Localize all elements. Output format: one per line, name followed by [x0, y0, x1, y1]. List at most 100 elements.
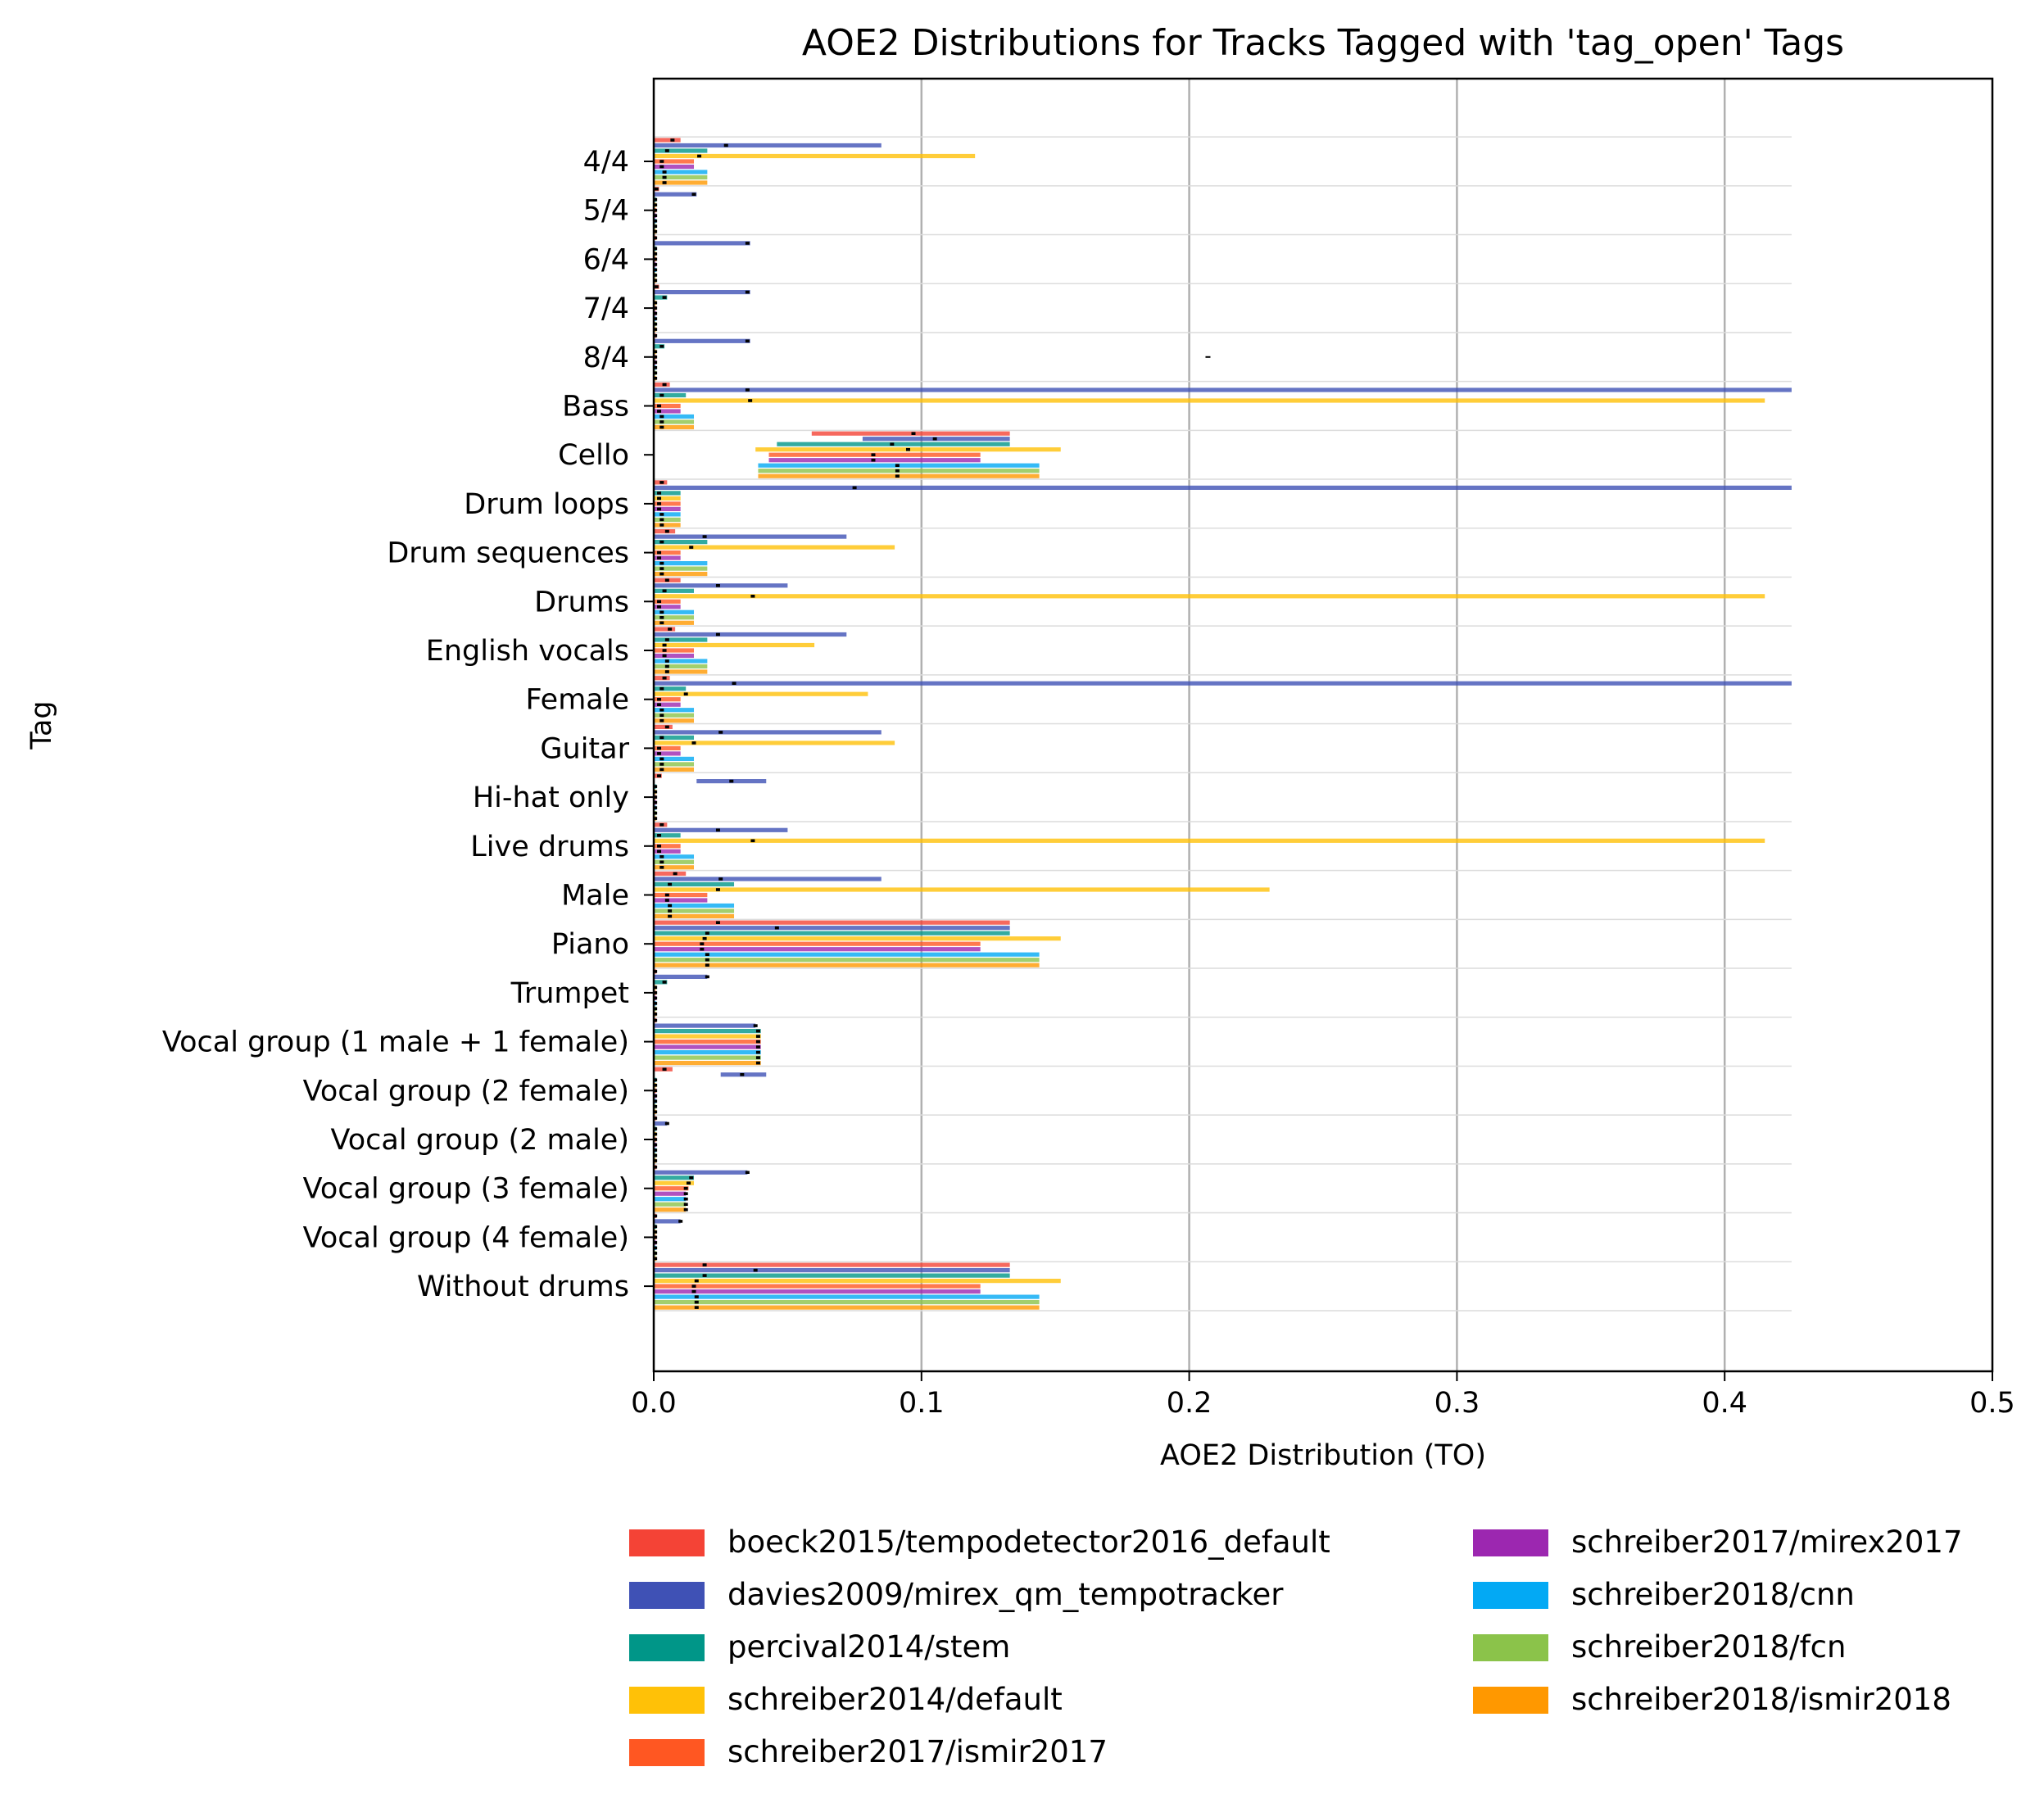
median-marker	[653, 306, 658, 310]
median-marker	[653, 1127, 658, 1130]
median-marker	[691, 741, 696, 745]
violin-bar	[654, 534, 847, 539]
median-marker	[715, 584, 720, 587]
median-marker	[657, 404, 662, 408]
median-marker	[702, 535, 707, 538]
legend-swatch	[1473, 1687, 1548, 1714]
median-marker	[890, 442, 895, 446]
median-marker	[662, 170, 667, 174]
violin-bar	[654, 1050, 761, 1055]
violin-bar	[654, 1029, 761, 1034]
violin-bar	[654, 529, 676, 534]
median-marker	[659, 823, 664, 827]
plot-frame	[652, 77, 1994, 1373]
median-marker	[653, 1132, 658, 1136]
y-tick-label: 4/4	[583, 146, 629, 179]
violin-bar	[654, 762, 695, 767]
legend-swatch	[629, 1739, 705, 1766]
legend-label: schreiber2018/ismir2018	[1571, 1682, 1951, 1717]
violin-bar	[654, 1294, 1040, 1299]
y-tick-label: Vocal group (3 female)	[303, 1173, 629, 1206]
violin-bar	[654, 669, 708, 674]
median-marker	[653, 263, 658, 266]
median-marker	[653, 257, 658, 261]
y-tick-label: Without drums	[417, 1271, 629, 1303]
violin-bar	[654, 599, 681, 604]
violin-bar	[654, 708, 695, 713]
violin-bar	[654, 735, 695, 740]
legend-label: boeck2015/tempodetector2016_default	[727, 1524, 1330, 1560]
legend-label: percival2014/stem	[727, 1629, 1010, 1665]
median-marker	[895, 464, 900, 467]
median-marker	[683, 692, 688, 695]
y-tick-label: Drums	[534, 586, 629, 618]
violin-bar	[654, 676, 670, 681]
violin-bar	[654, 501, 681, 506]
median-marker	[659, 572, 664, 576]
legend-swatch	[629, 1529, 705, 1556]
median-marker	[932, 437, 937, 441]
violin-bar	[654, 512, 681, 517]
median-marker	[653, 311, 658, 315]
violin-bar	[654, 627, 676, 632]
median-marker	[653, 274, 658, 277]
median-marker	[705, 953, 709, 956]
legend-label: schreiber2014/default	[727, 1682, 1063, 1717]
y-tick-label: Trumpet	[510, 977, 629, 1010]
median-marker	[659, 561, 664, 565]
median-marker	[659, 160, 664, 163]
median-marker	[659, 757, 664, 761]
violin-bar	[654, 572, 708, 577]
y-tick-label: Hi-hat only	[473, 781, 629, 814]
legend-swatch	[1473, 1634, 1548, 1661]
violin-bar	[654, 594, 1765, 599]
median-marker	[723, 143, 728, 147]
median-marker	[691, 193, 696, 196]
median-marker	[657, 752, 662, 755]
violin-bar	[654, 952, 1040, 957]
median-marker	[732, 682, 736, 685]
legend-label: davies2009/mirex_qm_tempotracker	[727, 1577, 1284, 1612]
legend-swatch	[629, 1687, 705, 1714]
median-marker	[659, 567, 664, 570]
violin-bar	[811, 431, 1010, 436]
median-marker	[653, 1018, 658, 1022]
median-marker	[653, 1078, 658, 1082]
x-tick-label: 0.4	[1702, 1387, 1747, 1420]
violin-bar	[654, 980, 668, 985]
violin-bar	[654, 1284, 981, 1289]
median-marker	[653, 197, 658, 202]
median-marker	[662, 1067, 667, 1071]
violin-bar	[654, 931, 1010, 936]
median-marker	[694, 1279, 699, 1283]
violin-bar	[654, 871, 687, 877]
median-marker	[662, 981, 667, 984]
violin-bar	[654, 877, 882, 881]
median-marker	[653, 356, 658, 359]
median-marker	[662, 175, 667, 179]
median-marker	[659, 768, 664, 772]
median-marker	[664, 893, 669, 897]
median-marker	[653, 795, 658, 799]
median-marker	[653, 1225, 658, 1229]
median-marker	[755, 1029, 760, 1033]
median-marker	[753, 1024, 758, 1027]
violin-bar	[654, 392, 687, 398]
median-marker	[653, 328, 658, 331]
median-marker	[653, 1117, 658, 1120]
median-marker	[871, 453, 876, 456]
median-marker	[653, 1153, 658, 1157]
median-marker	[702, 1263, 707, 1266]
violin-bar	[654, 751, 681, 756]
violin-bar	[654, 180, 708, 185]
median-marker	[653, 1214, 658, 1218]
median-marker	[657, 746, 662, 750]
median-marker	[653, 350, 658, 354]
violin-bar	[654, 550, 681, 555]
median-marker	[755, 1035, 760, 1038]
y-tick-label: Female	[525, 684, 629, 717]
median-marker	[700, 947, 705, 951]
violin-bar	[654, 295, 668, 300]
